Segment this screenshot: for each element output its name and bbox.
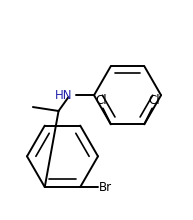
Text: Cl: Cl [95,94,107,108]
Text: HN: HN [55,89,72,102]
Text: Cl: Cl [148,94,160,108]
Text: Br: Br [99,181,112,194]
